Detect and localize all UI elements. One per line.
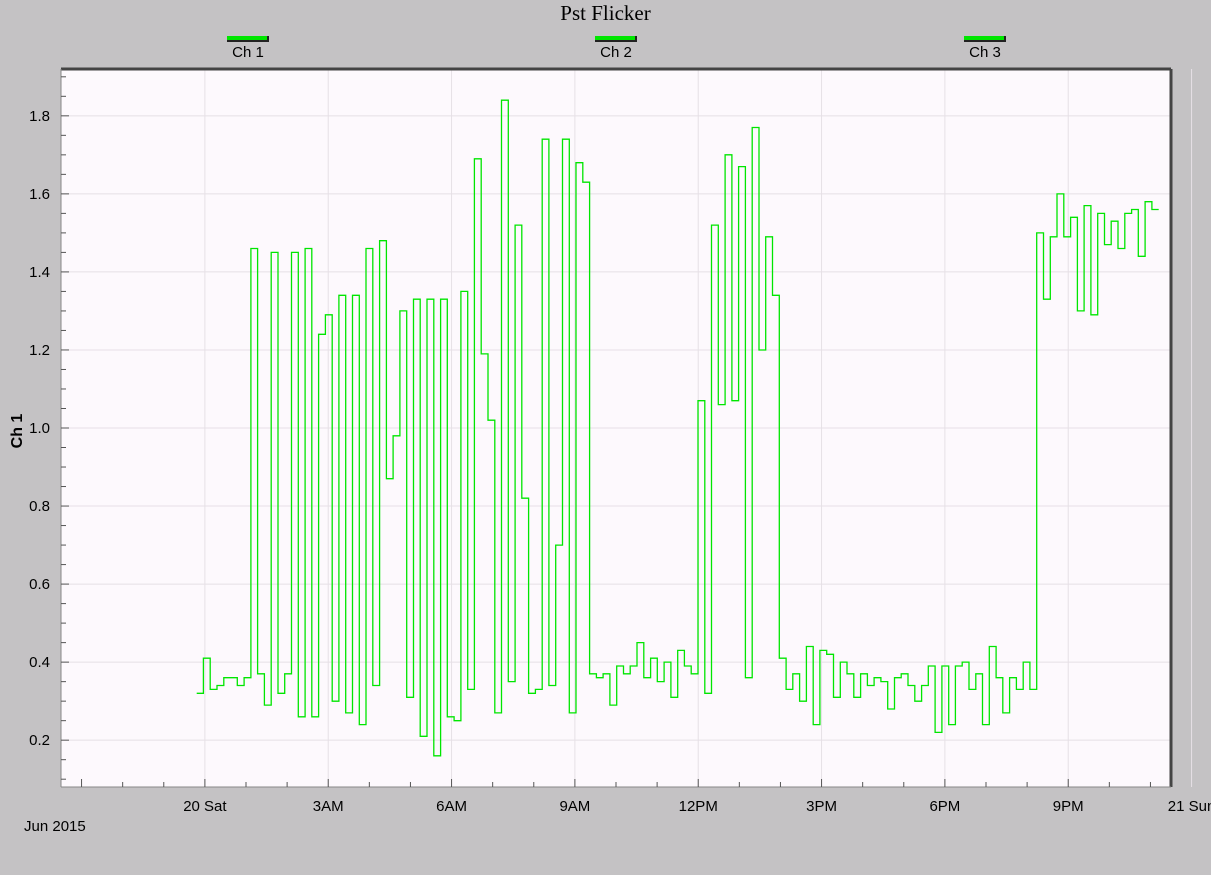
legend-label: Ch 2	[600, 44, 632, 61]
series-line-ch1	[196, 99, 1159, 757]
x-tick-label: 21 Sun	[1168, 798, 1211, 815]
x-tick-label: 6AM	[436, 798, 467, 815]
legend-swatch-icon	[227, 36, 269, 42]
legend-swatch-icon	[964, 36, 1006, 42]
x-tick-label: 9PM	[1053, 798, 1084, 815]
date-label: Jun 2015	[24, 818, 86, 835]
legend-item-ch2[interactable]: Ch 2	[586, 36, 646, 61]
x-tick-label: 3AM	[313, 798, 344, 815]
y-tick-label: 0.2	[29, 732, 50, 749]
y-tick-label: 0.8	[29, 498, 50, 515]
y-tick-label: 1.2	[29, 342, 50, 359]
x-tick-label: 6PM	[929, 798, 960, 815]
x-tick-label: 3PM	[806, 798, 837, 815]
legend-label: Ch 1	[232, 44, 264, 61]
chart-title: Pst Flicker	[560, 1, 651, 25]
x-tick-label: 9AM	[559, 798, 590, 815]
y-tick-label: 1.6	[29, 186, 50, 203]
x-tick-label: 20 Sat	[183, 798, 227, 815]
y-axis-label: Ch 1	[9, 413, 26, 449]
legend-item-ch1[interactable]: Ch 1	[218, 36, 278, 61]
y-tick-label: 0.6	[29, 576, 50, 593]
legend-label: Ch 3	[969, 44, 1001, 61]
y-tick-label: 1.4	[29, 264, 50, 281]
y-tick-label: 0.4	[29, 654, 50, 671]
x-tick-label: 12PM	[679, 798, 718, 815]
y-tick-label: 1.0	[29, 420, 50, 437]
y-tick-label: 1.8	[29, 108, 50, 125]
legend-swatch-icon	[595, 36, 637, 42]
legend-item-ch3[interactable]: Ch 3	[955, 36, 1015, 61]
